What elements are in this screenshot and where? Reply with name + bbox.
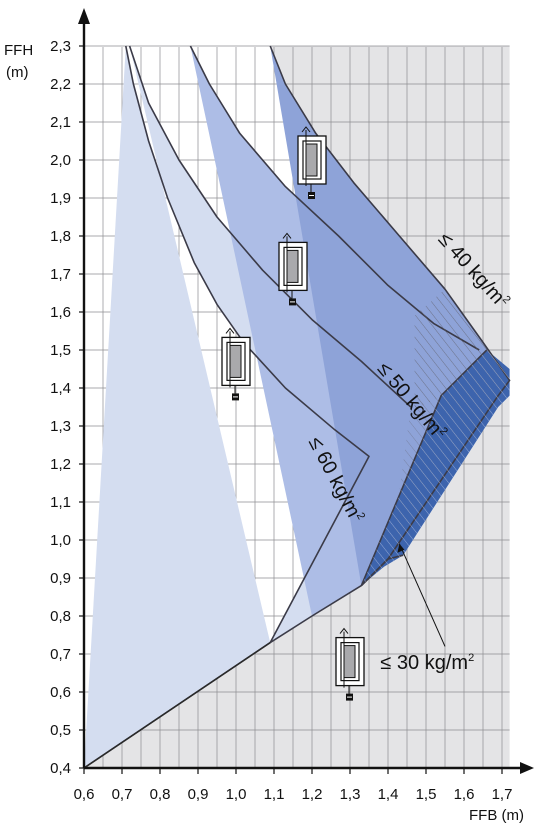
y-tick-labels: 2,3 2,2 2,1 2,0 1,9 1,8 1,7 1,6 1,5 1,4 1,3 1,2 1,1 1… — [50, 38, 71, 777]
y-tick-label: 1,0 — [50, 532, 71, 549]
window-icon — [335, 627, 365, 701]
x-axis-title: FFB (m) — [469, 807, 524, 824]
x-tick-label: 1,4 — [378, 786, 399, 803]
band-60 — [84, 46, 411, 768]
x-tick-label: 1,1 — [264, 786, 285, 803]
axes — [78, 8, 534, 774]
diagonal-boundary — [83, 641, 271, 769]
y-tick-label: 1,6 — [50, 304, 71, 321]
y-tick-label: 1,2 — [50, 456, 71, 473]
window-frame-inner — [302, 140, 322, 180]
boundary-60-inner — [83, 45, 370, 769]
window-frame-inner — [226, 341, 246, 381]
x-tick-labels: 0,6 0,7 0,8 0,9 1,0 1,1 1,2 1,3 1,4 1,5 1,6 1,7 — [74, 786, 513, 803]
y-tick-label: 1,1 — [50, 494, 71, 511]
window-sash — [286, 249, 299, 283]
hatch-30 — [361, 350, 510, 586]
x-tick-label: 1,6 — [454, 786, 475, 803]
x-tick-label: 1,7 — [492, 786, 513, 803]
window-frame-inner — [283, 246, 303, 286]
window-sash — [343, 645, 356, 679]
arrow-up-icon — [339, 627, 349, 634]
window-icons — [221, 126, 365, 701]
arrow-up-icon — [225, 327, 235, 334]
y-tick-label: 2,2 — [50, 76, 71, 93]
x-axis-arrow-icon — [520, 762, 534, 774]
window-icon — [297, 126, 327, 199]
x-tick-label: 1,0 — [226, 786, 247, 803]
y-tick-label: 2,1 — [50, 114, 71, 131]
callout — [397, 543, 446, 647]
window-sash — [229, 344, 242, 378]
y-tick-label: 1,3 — [50, 418, 71, 435]
y-tick-label: 0,6 — [50, 684, 71, 701]
hatch-overlays — [361, 289, 510, 586]
x-tick-label: 1,3 — [340, 786, 361, 803]
y-tick-label: 2,0 — [50, 152, 71, 169]
y-tick-label: 1,4 — [50, 380, 71, 397]
window-sash — [305, 143, 318, 177]
window-frame-inner — [340, 641, 360, 682]
y-tick-label: 1,9 — [50, 190, 71, 207]
x-tick-label: 1,5 — [416, 786, 437, 803]
callout-line — [398, 543, 446, 647]
y-tick-label: 0,7 — [50, 646, 71, 663]
callout-arrowhead — [397, 543, 405, 553]
y-axis-title: FFH — [4, 42, 33, 59]
y-tick-label: 0,5 — [50, 722, 71, 739]
arrow-up-icon — [301, 126, 311, 133]
y-tick-label: 1,5 — [50, 342, 71, 359]
band-label-superscript: 2 — [468, 652, 474, 664]
grey-region — [84, 46, 510, 768]
x-tick-label: 1,2 — [302, 786, 323, 803]
band-label-3: ≤ 30 kg/m2 — [380, 652, 474, 674]
window-icon — [221, 327, 251, 401]
y-tick-label: 1,7 — [50, 266, 71, 283]
y-tick-label: 0,9 — [50, 570, 71, 587]
y-axis-arrow-icon — [78, 8, 90, 24]
window-icon — [278, 232, 308, 306]
arrow-up-icon — [282, 232, 292, 239]
y-tick-label: 0,8 — [50, 608, 71, 625]
y-axis-unit: (m) — [6, 64, 29, 81]
band-label-superscript: 2 — [354, 511, 367, 522]
x-tick-label: 0,9 — [188, 786, 209, 803]
y-tick-label: 1,8 — [50, 228, 71, 245]
x-tick-label: 0,6 — [74, 786, 95, 803]
x-tick-label: 0,7 — [112, 786, 133, 803]
y-tick-label: 0,4 — [50, 760, 71, 777]
x-tick-label: 0,8 — [150, 786, 171, 803]
y-tick-label: 2,3 — [50, 38, 71, 55]
grey-out-of-range-area — [84, 46, 510, 768]
boundary-60-50 — [128, 45, 412, 408]
